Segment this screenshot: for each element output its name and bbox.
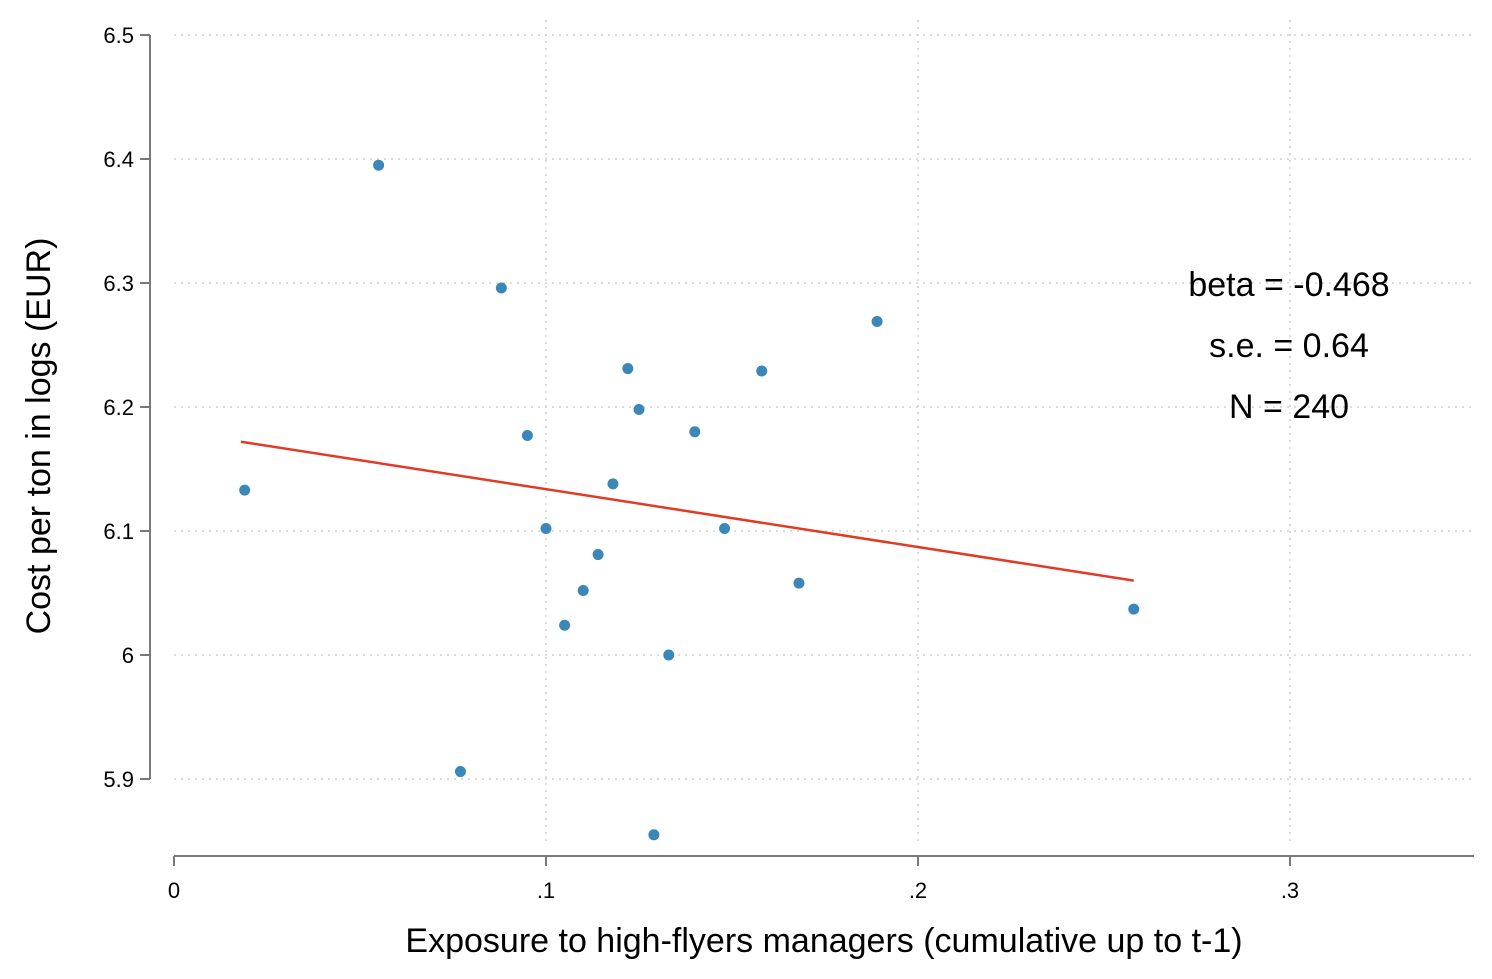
data-point: [454, 766, 466, 778]
y-tick-label: 5.9: [103, 767, 134, 792]
y-tick-label: 6.3: [103, 271, 134, 296]
y-tick-label: 6.5: [103, 23, 134, 48]
y-tick-label: 6.1: [103, 519, 134, 544]
data-point: [633, 403, 645, 415]
data-point: [871, 315, 883, 327]
y-tick-label: 6: [122, 643, 134, 668]
x-tick-label: .2: [909, 878, 927, 903]
data-point: [663, 649, 675, 661]
data-point: [756, 365, 768, 377]
x-tick-label: .3: [1281, 878, 1299, 903]
grid-lines: [174, 20, 1474, 845]
tick-labels: 5.9 6 6.1 6.2 6.3 6.4 6.5 0 .1 .2 .3: [103, 23, 1299, 903]
axes: [140, 34, 1474, 866]
x-tick-label: .1: [537, 878, 555, 903]
data-point: [648, 829, 660, 841]
data-point: [1128, 603, 1140, 615]
data-point: [689, 426, 701, 438]
data-point: [622, 363, 634, 375]
annotation-beta: beta = -0.468: [1188, 266, 1389, 304]
fit-line: [240, 440, 1134, 582]
data-point: [559, 619, 571, 631]
x-tick-label: 0: [168, 878, 180, 903]
data-point: [592, 549, 604, 561]
data-point: [577, 585, 589, 597]
y-tick-label: 6.4: [103, 147, 134, 172]
fit-line-group: [240, 440, 1134, 582]
y-axis-title: Cost per ton in logs (EUR): [20, 238, 58, 635]
data-point: [521, 430, 533, 442]
data-point: [239, 484, 251, 496]
y-tick-label: 6.2: [103, 395, 134, 420]
data-point: [540, 523, 552, 535]
data-points: [239, 159, 1140, 841]
annotation-n: N = 240: [1229, 388, 1349, 426]
data-point: [373, 159, 385, 171]
annotation-se: s.e. = 0.64: [1209, 327, 1369, 365]
data-point: [495, 282, 507, 294]
data-point: [607, 478, 619, 490]
x-axis-title: Exposure to high-flyers managers (cumula…: [405, 922, 1242, 960]
data-point: [793, 577, 805, 589]
data-point: [719, 523, 731, 535]
